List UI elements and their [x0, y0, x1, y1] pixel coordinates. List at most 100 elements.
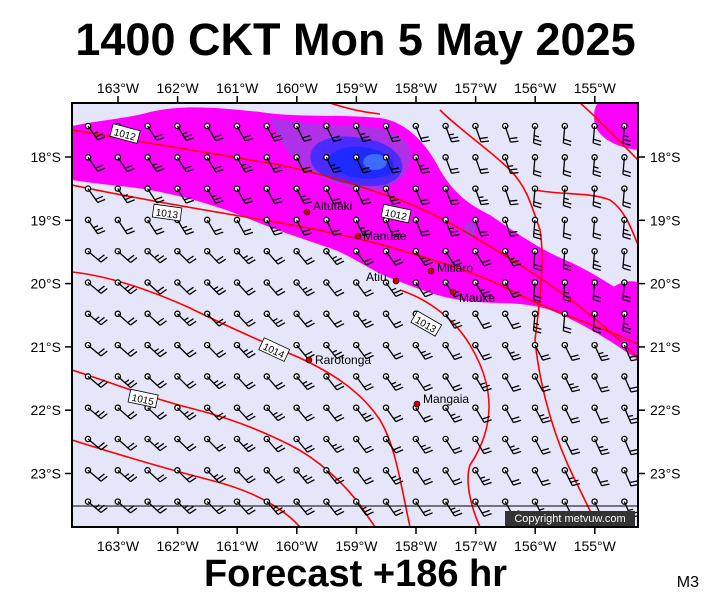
wind-barb	[442, 341, 463, 361]
barb-feather	[481, 478, 490, 483]
barb-staff	[504, 157, 512, 174]
barb-feather	[156, 474, 165, 480]
wind-barb	[442, 310, 463, 329]
barb-staff	[206, 156, 217, 173]
wind-barb	[293, 373, 315, 391]
barb-feather	[563, 236, 572, 240]
barb-staff	[236, 469, 249, 484]
barb-feather	[331, 349, 338, 354]
barb-staff	[176, 313, 190, 327]
barb-feather	[572, 357, 581, 362]
barb-feather	[481, 259, 490, 264]
barb-feather	[302, 135, 311, 139]
wind-barb	[561, 122, 572, 146]
barb-staff	[87, 250, 102, 263]
wind-barb	[114, 435, 138, 451]
barb-feather	[570, 479, 579, 483]
barb-feather	[480, 234, 490, 237]
barb-feather	[421, 139, 431, 143]
barb-feather	[533, 173, 542, 178]
barb-feather	[593, 260, 599, 263]
wind-barb	[84, 467, 108, 482]
barb-feather	[363, 383, 372, 388]
wind-barb	[442, 154, 460, 174]
lon-label-top: 159°W	[335, 80, 378, 96]
barb-staff	[206, 313, 220, 327]
barb-staff	[266, 282, 279, 296]
barb-staff	[87, 438, 102, 451]
barb-feather	[156, 505, 165, 512]
barb-staff	[385, 282, 397, 297]
barb-feather	[420, 256, 426, 260]
barb-feather	[366, 417, 374, 422]
barb-feather	[218, 258, 227, 264]
wind-barb	[263, 404, 286, 422]
barb-feather	[97, 167, 106, 172]
barb-staff	[474, 313, 485, 329]
barb-feather	[623, 326, 632, 330]
wind-barb	[382, 279, 404, 298]
wind-barb	[412, 122, 431, 143]
model-code: M3	[676, 574, 699, 591]
wind-barb	[323, 310, 345, 328]
barb-feather	[420, 350, 426, 354]
barb-staff	[385, 438, 397, 454]
barb-feather	[304, 382, 313, 388]
barb-feather	[363, 289, 372, 294]
barb-staff	[266, 156, 276, 173]
barb-feather	[454, 450, 463, 455]
barb-feather	[272, 317, 278, 322]
barb-staff	[355, 250, 367, 266]
barb-staff	[176, 501, 190, 514]
barb-staff	[296, 250, 308, 265]
barb-feather	[211, 194, 217, 198]
wind-barb	[233, 435, 256, 453]
barb-feather	[450, 230, 459, 233]
barb-feather	[420, 230, 429, 233]
barb-feather	[599, 354, 609, 358]
barb-feather	[452, 446, 461, 451]
barb-feather	[451, 202, 460, 206]
barb-staff	[504, 438, 515, 455]
barb-staff	[474, 501, 485, 517]
barb-feather	[391, 475, 397, 479]
barb-feather	[333, 201, 342, 205]
wind-barb	[621, 122, 632, 146]
barb-feather	[393, 258, 402, 263]
wind-barb	[144, 216, 165, 235]
barb-staff	[594, 407, 603, 424]
barb-feather	[184, 165, 193, 170]
barb-feather	[592, 236, 601, 240]
wind-barb	[561, 154, 572, 178]
wind-barb	[531, 310, 542, 334]
barb-staff	[325, 282, 338, 297]
barb-feather	[513, 356, 522, 361]
barb-feather	[245, 169, 254, 173]
barb-feather	[622, 173, 631, 178]
barb-staff	[236, 344, 249, 359]
barb-staff	[592, 282, 596, 300]
isobar-label: 1015	[131, 393, 155, 408]
barb-staff	[444, 219, 453, 237]
wind-barb	[174, 404, 197, 421]
barb-feather	[424, 261, 433, 266]
barb-feather	[422, 415, 431, 420]
barb-staff	[296, 188, 305, 205]
barb-feather	[593, 295, 602, 299]
barb-feather	[420, 198, 429, 202]
barb-staff	[445, 501, 456, 517]
barb-staff	[296, 438, 308, 453]
barb-feather	[215, 168, 224, 173]
barb-feather	[454, 293, 463, 298]
barb-feather	[218, 321, 227, 327]
barb-feather	[272, 166, 281, 170]
barb-feather	[542, 451, 551, 455]
barb-staff	[623, 407, 632, 424]
place-markers: Aitutaki Manuae Mitiaro Atiu Mauke Rarot…	[303, 199, 495, 408]
barb-staff	[355, 376, 367, 391]
barb-feather	[334, 507, 343, 513]
barb-feather	[422, 509, 431, 514]
barb-feather	[421, 233, 431, 237]
barb-feather	[272, 411, 278, 416]
barb-feather	[366, 511, 374, 516]
